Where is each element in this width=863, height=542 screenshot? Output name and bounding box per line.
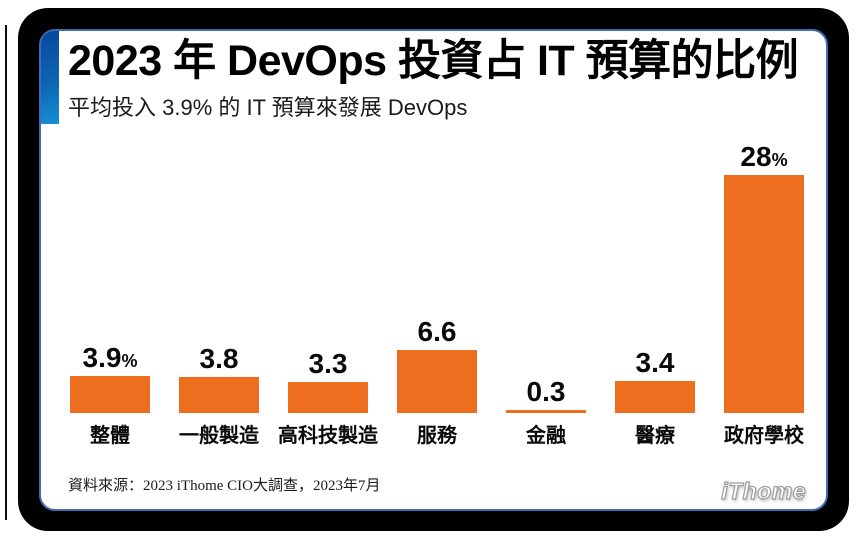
category-label: 一般製造 [179,425,259,447]
bar [615,381,695,413]
bar [288,382,368,413]
title-accent-bar [41,31,59,124]
page-edge-line [5,25,7,520]
bar-column-一般製造: 3.8 一般製造 [179,343,259,447]
category-label: 醫療 [635,425,675,447]
bar-value-label: 3.4 [635,347,675,378]
bar-column-政府學校: 28% 政府學校 [724,141,804,447]
bar-column-醫療: 3.4 醫療 [615,347,695,447]
card-header: 2023 年 DevOps 投資占 IT 預算的比例 平均投入 3.9% 的 I… [68,37,808,122]
bar-value-label: 3.3 [308,348,348,379]
percent-sign: % [121,351,138,371]
category-label: 服務 [417,425,457,447]
bar-column-高科技製造: 3.3 高科技製造 [278,348,378,448]
bar-value-label: 6.6 [417,316,457,347]
info-card: 2023 年 DevOps 投資占 IT 預算的比例 平均投入 3.9% 的 I… [39,29,828,511]
category-label: 高科技製造 [278,425,378,447]
category-label: 政府學校 [724,425,804,447]
bar [179,377,259,413]
chart-title: 2023 年 DevOps 投資占 IT 預算的比例 [68,37,799,85]
bar [724,175,804,413]
bar-column-整體: 3.9% 整體 [70,342,150,447]
bar-column-金融: 0.3 金融 [506,376,586,447]
bar [506,410,586,413]
bar-value-label: 3.9% [82,342,138,373]
bar [70,376,150,413]
bar-column-服務: 6.6 服務 [397,316,477,447]
percent-sign: % [771,150,788,170]
ithome-logo: iThome [721,477,806,504]
bar-chart: 3.9% 整體 3.8 一般製造 3.3 高科技製造 6.6 服務 0.3 金融 3.4 醫療 28% 政… [41,31,826,509]
source-note: 資料來源：2023 iThome CIO大調查，2023年7月 [68,478,381,494]
bar-value-label: 3.8 [199,343,239,374]
category-label: 金融 [526,425,566,447]
bar-value-label: 0.3 [526,376,566,407]
chart-subtitle: 平均投入 3.9% 的 IT 預算來發展 DevOps [68,95,468,121]
bar-value-label: 28% [740,141,788,172]
category-label: 整體 [90,425,130,447]
bar [397,350,477,413]
